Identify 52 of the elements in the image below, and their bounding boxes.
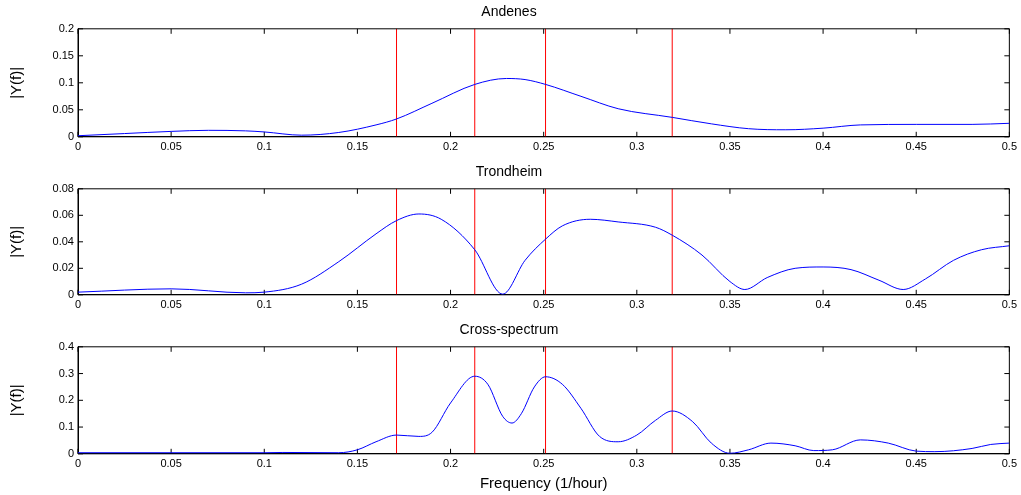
x-tick-label: 0.35	[719, 140, 741, 153]
x-tick-label: 0.5	[1001, 457, 1017, 470]
y-tick-label: 0.05	[52, 102, 74, 115]
y-tick-label: 0	[67, 446, 74, 459]
y-axis-title: |Y(f)|	[7, 225, 25, 258]
y-tick-label: 0.04	[52, 234, 74, 247]
y-tick-label: 0.08	[52, 181, 74, 194]
x-tick-label: 0.35	[719, 298, 741, 311]
y-tick-label: 0.1	[58, 420, 74, 433]
x-tick-label: 0.5	[1001, 298, 1017, 311]
chart-title: Cross-spectrum	[459, 321, 559, 338]
x-tick-label: 0.1	[256, 457, 272, 470]
x-tick-label: 0.25	[532, 298, 555, 311]
x-tick-label: 0.1	[256, 140, 272, 153]
y-tick-label: 0.15	[52, 48, 74, 61]
x-tick-label: 0.45	[905, 298, 927, 311]
y-tick-label: 0.1	[58, 75, 74, 88]
y-tick-label: 0.2	[58, 21, 74, 34]
y-tick-label: 0.06	[52, 208, 74, 221]
x-tick-label: 0.25	[532, 140, 555, 153]
chart-title: Trondheim	[475, 163, 543, 180]
x-tick-label: 0.15	[346, 298, 369, 311]
x-tick-label: 0.2	[442, 298, 459, 311]
x-tick-label: 0.5	[1001, 140, 1017, 153]
x-tick-label: 0.45	[905, 457, 927, 470]
x-tick-label: 0.05	[160, 457, 182, 470]
y-axis-title: |Y(f)|	[7, 66, 25, 99]
x-tick-label: 0.4	[815, 298, 831, 311]
x-tick-label: 0.2	[442, 140, 459, 153]
x-tick-label: 0.05	[160, 298, 182, 311]
y-axis-title: |Y(f)|	[7, 384, 25, 417]
x-tick-label: 0.05	[160, 140, 182, 153]
x-tick-label: 0.3	[629, 298, 645, 311]
x-tick-label: 0.45	[905, 140, 927, 153]
y-tick-label: 0.3	[58, 366, 74, 379]
y-tick-label: 0.4	[58, 339, 74, 352]
y-tick-label: 0	[67, 287, 74, 300]
x-tick-label: 0.15	[346, 140, 369, 153]
x-tick-label: 0.4	[815, 140, 831, 153]
x-tick-label: 0.35	[719, 457, 741, 470]
y-tick-label: 0	[67, 129, 74, 142]
x-tick-label: 0.1	[256, 298, 272, 311]
x-tick-label: 0.4	[815, 457, 831, 470]
x-tick-label: 0.2	[442, 457, 459, 470]
y-tick-label: 0.2	[58, 393, 74, 406]
x-tick-label: 0.25	[532, 457, 555, 470]
x-tick-label: 0.3	[629, 457, 645, 470]
x-tick-label: 0.3	[629, 140, 645, 153]
chart-title: Andenes	[481, 3, 537, 20]
x-axis-title: Frequency (1/hour)	[479, 474, 608, 492]
x-tick-label: 0.15	[346, 457, 369, 470]
y-tick-label: 0.02	[52, 261, 74, 274]
